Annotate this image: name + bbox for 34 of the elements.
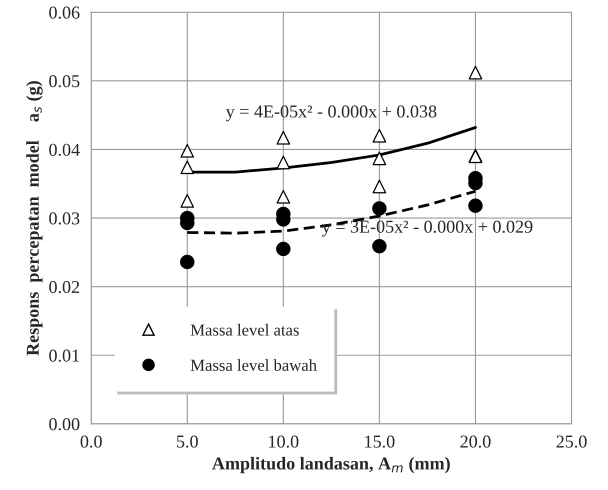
point bbox=[180, 144, 194, 158]
annotation: y = 4E-05x² - 0.000x + 0.038 bbox=[226, 105, 436, 122]
point bbox=[468, 66, 482, 80]
x-tick-label: 15.0 bbox=[365, 435, 394, 448]
y-tick-label: 0.03 bbox=[49, 212, 80, 225]
x-tick-label: 20.0 bbox=[460, 435, 491, 448]
point bbox=[276, 242, 291, 256]
legend-label: Massa level atas bbox=[190, 324, 299, 336]
y-tick-label: 0.02 bbox=[49, 280, 80, 294]
y-tick-label: 0.00 bbox=[49, 418, 80, 430]
y-tick-label: 0.06 bbox=[49, 6, 80, 19]
point bbox=[276, 190, 290, 204]
y-tick-label: 0.04 bbox=[49, 144, 80, 156]
point bbox=[180, 160, 194, 174]
point bbox=[468, 198, 483, 213]
point bbox=[372, 238, 387, 254]
point bbox=[372, 201, 387, 216]
y-tick-label: 0.01 bbox=[49, 350, 80, 362]
x-tick-label: 25.0 bbox=[556, 435, 587, 448]
point bbox=[372, 152, 386, 166]
x-axis-title: Amplitudo landasan, A$_{m}$ (mm) bbox=[212, 456, 450, 474]
point bbox=[180, 254, 194, 270]
point bbox=[372, 128, 386, 143]
x-tick-label: 10.0 bbox=[269, 435, 298, 448]
x-tick-label: 0.0 bbox=[80, 435, 102, 448]
point bbox=[372, 180, 386, 194]
annotation: y = 3E-05x² - 0.000x + 0.029 bbox=[322, 220, 532, 237]
point bbox=[180, 194, 194, 208]
point bbox=[276, 156, 290, 170]
point bbox=[276, 130, 290, 145]
legend-label: Massa level bawah bbox=[190, 359, 317, 371]
x-tick-label: 5.0 bbox=[177, 435, 198, 448]
y-tick-label: 0.05 bbox=[49, 75, 80, 88]
y-axis-title: Respons percepatan model a$_{s}$ (g) bbox=[26, 81, 43, 356]
